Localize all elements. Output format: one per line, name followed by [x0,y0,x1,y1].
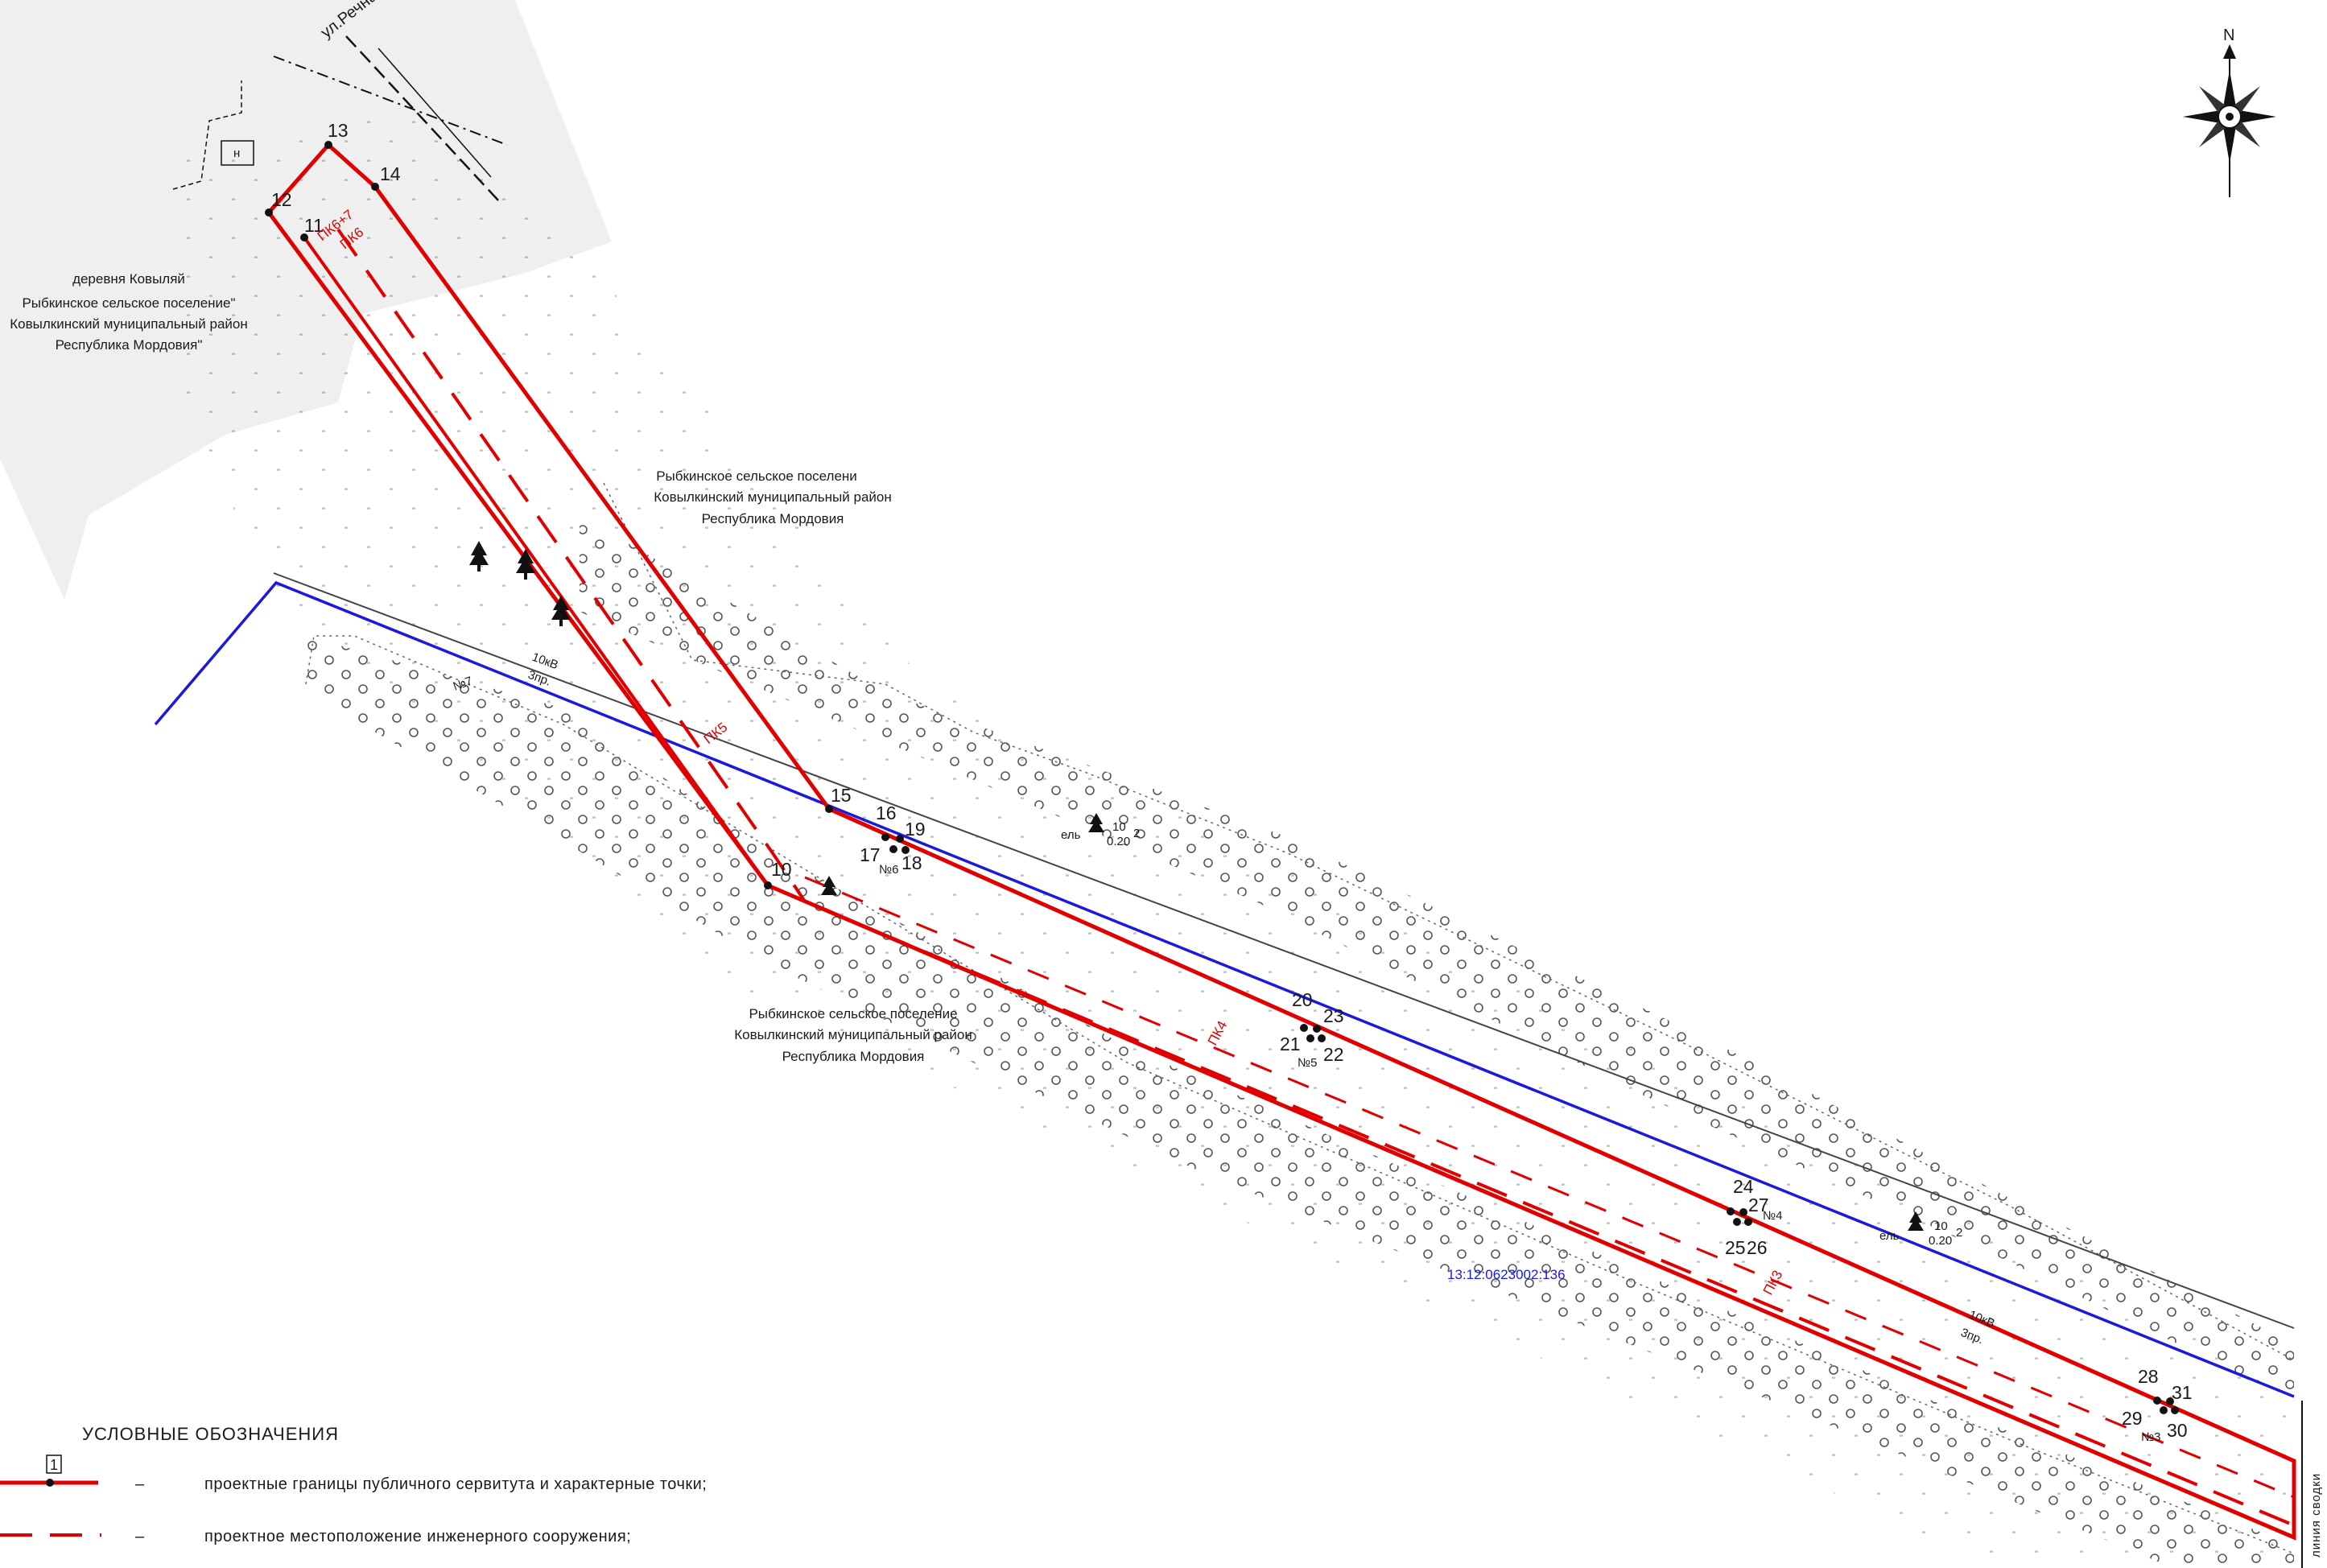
point-15: 15 [831,785,852,806]
point-20: 20 [1292,989,1313,1010]
point-27: 27 [1748,1195,1769,1215]
svg-text:Республика Мордовия: Республика Мордовия [782,1049,925,1064]
area-label-bottom: Рыбкинское сельское поселение Ковылкинск… [734,1006,972,1064]
legend-badge: 1 [50,1457,58,1473]
point-28: 28 [2138,1366,2159,1387]
tree-label-2-d: 0.20 [1929,1234,1952,1248]
shrub-zone-lower [306,636,2294,1568]
power-line [273,572,2295,1329]
legend-item-1-dash: – [135,1475,145,1493]
street-edge-1 [345,35,500,202]
svg-text:деревня Ковыляй: деревня Ковыляй [72,271,185,287]
point-30: 30 [2167,1420,2188,1441]
fence [172,80,242,190]
point-23: 23 [1323,1005,1344,1026]
point-16: 16 [876,803,897,823]
village-label: деревня Ковыляй Рыбкинское сельское посе… [10,271,248,353]
legend-item-2-text: проектное местоположение инженерного соо… [204,1528,631,1545]
svg-text:Рыбкинское сельское поселение: Рыбкинское сельское поселение [749,1006,957,1021]
house [221,140,254,166]
engineering-structure [336,228,2295,1527]
legend-badge-box [46,1455,62,1474]
point-11: 11 [304,215,324,236]
legend: УСЛОВНЫЕ ОБОЗНАЧЕНИЯ 1 – проектные грани… [0,1424,707,1545]
pole-3: №3 [2141,1430,2160,1444]
field-hatch [177,105,2294,1568]
house-label: н [233,146,240,160]
point-10: 10 [771,859,792,880]
svg-text:Республика Мордовия": Республика Мордовия" [56,337,203,353]
point-19: 19 [905,819,926,840]
seam-line-label: линия сводки [2309,1473,2323,1558]
tree-label-2-n: 2 [1956,1226,1962,1240]
point-26: 26 [1747,1237,1768,1258]
tree-label-2-h: 10 [1934,1219,1948,1233]
svg-text:Ковылкинский муниципальный рай: Ковылкинский муниципальный район [734,1027,972,1042]
point-25: 25 [1725,1237,1746,1258]
tree-icons [469,541,1924,1231]
svg-text:Ковылкинский муниципальный рай: Ковылкинский муниципальный район [10,316,248,332]
point-24: 24 [1733,1176,1754,1197]
area-label-top: Рыбкинское сельское поселени Ковылкински… [654,468,892,526]
point-14: 14 [380,163,401,184]
north-arrow-icon [2183,44,2276,197]
svg-text:Республика Мордовия: Республика Мордовия [702,511,844,526]
north-label: N [2223,27,2234,44]
svg-text:Рыбкинское сельское поселение": Рыбкинское сельское поселение" [22,295,235,311]
tree-label-1-kind: ель [1061,828,1081,842]
shrub-zone-upper [580,515,2294,1401]
pole-4: №4 [1763,1209,1782,1223]
point-21: 21 [1280,1034,1301,1054]
pole-5: №5 [1298,1056,1317,1070]
zone-outline-1 [603,482,2295,1361]
tree-label-1-n: 2 [1133,827,1140,840]
legend-title: УСЛОВНЫЕ ОБОЗНАЧЕНИЯ [82,1424,339,1444]
engineering-structure-2 [804,876,2295,1499]
boundary-points [265,141,2179,1414]
street-edge-2 [378,47,492,178]
point-18: 18 [902,852,922,873]
servitude-boundary [266,142,2296,1541]
street-centerline [273,56,508,146]
point-29: 29 [2122,1408,2143,1429]
blue-cable [154,580,2295,1398]
point-13: 13 [328,120,349,141]
point-labels: 10 11 12 13 14 15 16 17 18 19 20 21 22 2… [271,120,2193,1441]
tree-label-1-d: 0.20 [1107,835,1130,848]
svg-text:Ковылкинский муниципальный рай: Ковылкинский муниципальный район [654,489,892,505]
parcel-number: 13:12:0623002:136 [1447,1267,1566,1282]
point-31: 31 [2172,1382,2193,1403]
legend-item-2-dash: – [135,1528,145,1545]
point-22: 22 [1323,1044,1344,1065]
tree-label-2-kind: ель [1879,1229,1900,1243]
tree-label-1-h: 10 [1112,820,1126,834]
point-12: 12 [271,189,292,210]
zone-outline-2 [305,635,2295,1554]
servitude-inner-edge [303,236,769,887]
pole-6: №6 [879,863,898,877]
svg-text:Рыбкинское сельское поселени: Рыбкинское сельское поселени [656,468,857,484]
legend-item-1-text: проектные границы публичного сервитута и… [204,1475,707,1493]
point-17: 17 [860,844,881,865]
